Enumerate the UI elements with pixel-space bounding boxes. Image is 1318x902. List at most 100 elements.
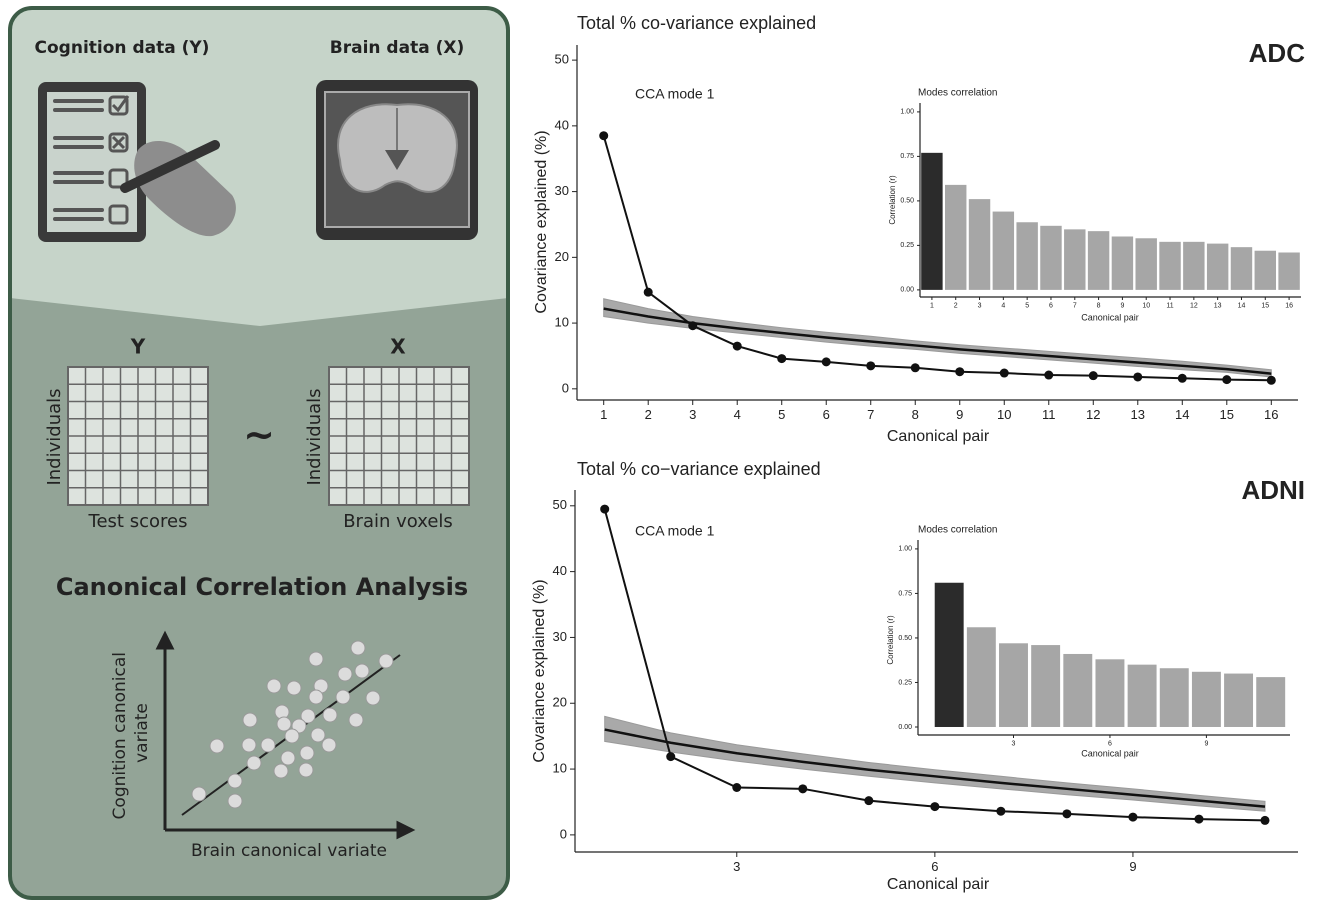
schematic-point — [335, 689, 351, 705]
schematic-point — [378, 653, 394, 669]
point — [930, 802, 940, 812]
x-matrix — [328, 366, 470, 506]
inset-chart: Modes correlation Canonical pair Correlati… — [888, 88, 1301, 322]
schematic-point — [246, 755, 262, 771]
x-tick-label: 3 — [978, 302, 982, 309]
y-tick-label: 0.25 — [898, 679, 912, 686]
point — [732, 782, 742, 792]
point — [777, 354, 787, 364]
schematic-point — [308, 689, 324, 705]
bar — [1111, 236, 1134, 290]
point — [732, 341, 742, 351]
diagram-panel: Cognition data (Y) Brain data (X) — [8, 6, 510, 900]
bar — [1191, 671, 1221, 727]
x-tick-label: 6 — [931, 859, 938, 874]
inset-chart: Modes correlation Canonical pair Correlati… — [886, 525, 1290, 758]
mode-label: CCA mode 1 — [635, 523, 715, 539]
y-tick-label: 0.50 — [900, 198, 914, 205]
x-tick-label: 6 — [823, 407, 830, 422]
x-tick-label: 12 — [1190, 302, 1198, 309]
y-col-label: Test scores — [88, 511, 188, 532]
x-axis-label: Brain canonical variate — [191, 841, 387, 861]
y-tick-label: 0.75 — [900, 153, 914, 160]
bar — [1230, 247, 1253, 290]
y-tick-label: 50 — [553, 497, 567, 512]
bar — [1127, 664, 1157, 727]
bar — [1095, 659, 1125, 727]
schematic-point — [276, 716, 292, 732]
x-axis-title: Canonical pair — [887, 876, 990, 893]
schematic-point — [299, 745, 315, 761]
x-col-label: Brain voxels — [343, 511, 453, 532]
schematic-point — [322, 707, 338, 723]
bar — [1256, 677, 1286, 727]
bar — [1278, 252, 1300, 290]
x-axis-title: Canonical pair — [1081, 748, 1139, 758]
point — [910, 363, 920, 373]
x-tick-label: 6 — [1049, 302, 1053, 309]
bar — [992, 211, 1015, 290]
schematic-points — [191, 640, 394, 809]
x-tick-label: 1 — [930, 302, 934, 309]
y-axis-label-line: Cognition canonical — [110, 652, 130, 819]
cognition-label: Cognition data (Y) — [35, 38, 210, 58]
x-tick-label: 8 — [912, 407, 919, 422]
bar — [1254, 250, 1276, 290]
bar — [934, 582, 964, 727]
point — [688, 321, 698, 331]
schematic-point — [266, 678, 282, 694]
x-tick-label: 4 — [734, 407, 741, 422]
bar — [1224, 673, 1254, 727]
point — [1194, 814, 1204, 824]
bar — [1064, 229, 1086, 290]
y-tick-label: 0.25 — [900, 242, 914, 249]
y-tick-label: 30 — [553, 629, 567, 644]
x-tick-label: 7 — [867, 407, 874, 422]
x-tick-label: 4 — [1001, 302, 1005, 309]
schematic-point — [227, 773, 243, 789]
x-tick-label: 10 — [997, 407, 1011, 422]
x-row-label: Individuals — [304, 388, 325, 485]
point — [1266, 375, 1276, 385]
x-tick-label: 2 — [954, 302, 958, 309]
point — [1133, 372, 1143, 382]
chart-title: Total % co-variance explained — [577, 13, 816, 33]
clipboard-icon — [38, 82, 236, 242]
series-line — [604, 728, 1266, 808]
point — [999, 368, 1009, 378]
x-tick-label: 9 — [956, 407, 963, 422]
x-tick-label: 12 — [1086, 407, 1100, 422]
schematic-point — [300, 708, 316, 724]
x-tick-label: 3 — [733, 859, 740, 874]
point — [821, 357, 831, 367]
point — [1044, 370, 1054, 380]
x-matrix-title: X — [390, 335, 406, 359]
y-row-label: Individuals — [44, 388, 65, 485]
y-tick-label: 10 — [553, 761, 567, 776]
y-axis-title: Covariance explained (%) — [533, 130, 550, 313]
schematic-point — [209, 738, 225, 754]
x-tick-label: 11 — [1166, 302, 1173, 309]
schematic-point — [286, 680, 302, 696]
point — [1260, 815, 1270, 825]
relation: ~ — [243, 413, 275, 457]
schematic-point — [350, 640, 366, 656]
x-tick-label: 14 — [1175, 407, 1189, 422]
x-tick-label: 2 — [645, 407, 652, 422]
point — [666, 752, 676, 762]
bar — [999, 643, 1028, 727]
bar — [1206, 243, 1229, 290]
schematic-point — [280, 750, 296, 766]
x-tick-label: 8 — [1097, 302, 1101, 309]
x-tick-label: 11 — [1042, 407, 1056, 422]
x-tick-label: 15 — [1261, 302, 1269, 309]
x-tick-label: 5 — [778, 407, 785, 422]
chart-title: Modes correlation — [918, 88, 997, 99]
bar — [945, 184, 967, 290]
point — [1222, 375, 1232, 385]
panel-border — [8, 6, 510, 900]
y-tick-label: 0.00 — [900, 287, 914, 294]
schematic-point — [273, 763, 289, 779]
x-tick-label: 13 — [1214, 302, 1222, 309]
schematic-point — [354, 663, 370, 679]
